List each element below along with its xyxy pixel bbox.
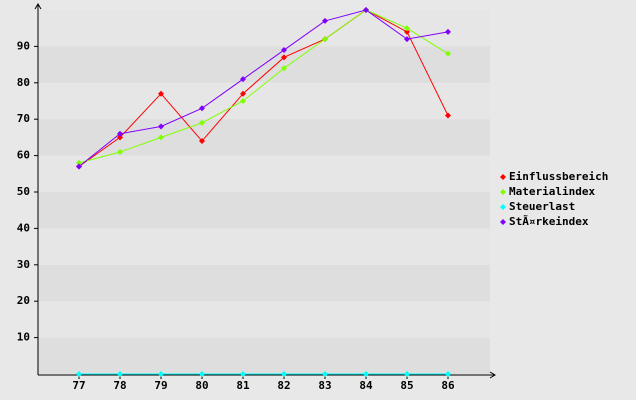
point <box>199 138 205 145</box>
y-tick-label: 60 <box>17 149 30 162</box>
point <box>158 134 164 141</box>
point <box>445 371 451 377</box>
point <box>117 130 123 137</box>
grid-band <box>38 337 490 374</box>
x-tick-label: 85 <box>400 379 413 392</box>
point <box>158 371 164 377</box>
x-tick-label: 81 <box>236 379 250 392</box>
point <box>117 371 123 377</box>
grid-band <box>38 301 490 338</box>
point <box>199 105 205 112</box>
point <box>363 371 369 377</box>
y-tick-label: 20 <box>17 294 30 307</box>
x-tick-label: 86 <box>441 379 455 392</box>
y-tick-label: 30 <box>17 258 30 271</box>
series-line <box>78 9 449 167</box>
point <box>76 159 82 166</box>
point <box>117 134 123 141</box>
legend-label: Steuerlast <box>509 200 575 213</box>
point <box>404 36 410 43</box>
legend-marker <box>500 189 506 195</box>
point <box>76 371 82 377</box>
point <box>240 371 246 377</box>
grid-band <box>38 10 490 47</box>
y-axis-arrow <box>34 3 42 10</box>
point <box>281 371 287 377</box>
point <box>281 47 287 54</box>
grid-band <box>38 82 490 120</box>
point <box>117 148 123 155</box>
point <box>404 25 410 32</box>
series-line <box>78 9 449 164</box>
x-tick-label: 79 <box>154 379 167 392</box>
legend-label: StÃ¤rkeindex <box>509 215 589 228</box>
grid-band <box>38 155 490 192</box>
y-tick-label: 50 <box>17 185 30 198</box>
grid-band <box>38 228 490 265</box>
legend-marker <box>500 174 506 180</box>
grid-band <box>38 264 490 302</box>
legend-label: Materialindex <box>509 185 595 198</box>
point <box>363 7 369 13</box>
y-tick-label: 40 <box>17 221 30 234</box>
point <box>404 371 410 377</box>
legend-label: Einflussbereich <box>509 170 608 183</box>
point <box>199 119 205 126</box>
point <box>445 28 451 35</box>
y-tick-label: 80 <box>17 76 30 89</box>
grid-band <box>38 119 490 156</box>
point <box>322 371 328 377</box>
point <box>281 54 287 61</box>
point <box>158 123 164 130</box>
point <box>240 76 246 83</box>
grid-band <box>38 192 490 229</box>
y-tick-label: 90 <box>17 39 30 52</box>
x-tick-label: 80 <box>195 379 208 392</box>
x-tick-label: 77 <box>72 379 85 392</box>
point <box>76 163 82 170</box>
point <box>322 36 328 43</box>
y-tick-label: 70 <box>17 112 30 125</box>
point <box>158 90 164 97</box>
point <box>404 28 410 35</box>
x-tick-label: 82 <box>277 379 290 392</box>
y-tick-label: 10 <box>17 331 30 344</box>
point <box>240 98 246 104</box>
legend-marker <box>500 219 506 225</box>
point <box>322 17 328 24</box>
x-tick-label: 78 <box>113 379 126 392</box>
series-line <box>78 9 449 167</box>
x-axis-arrow <box>489 371 496 379</box>
point <box>445 50 451 57</box>
point <box>199 371 205 377</box>
point <box>445 112 451 119</box>
x-tick-label: 84 <box>359 379 373 392</box>
legend-marker <box>500 204 506 210</box>
x-tick-label: 83 <box>318 379 331 392</box>
point <box>281 65 287 72</box>
point <box>240 90 246 97</box>
